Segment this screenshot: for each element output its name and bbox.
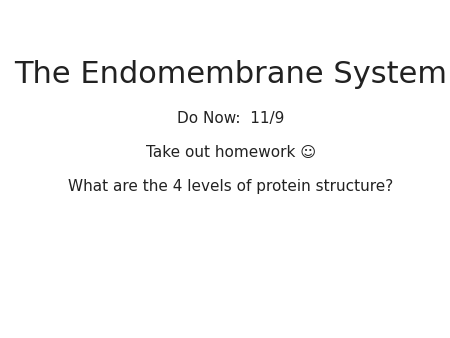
Text: Take out homework ☺: Take out homework ☺ — [145, 145, 316, 160]
Text: The Endomembrane System: The Endomembrane System — [14, 60, 447, 89]
Text: Do Now:  11/9: Do Now: 11/9 — [177, 111, 284, 126]
Text: What are the 4 levels of protein structure?: What are the 4 levels of protein structu… — [68, 179, 393, 194]
